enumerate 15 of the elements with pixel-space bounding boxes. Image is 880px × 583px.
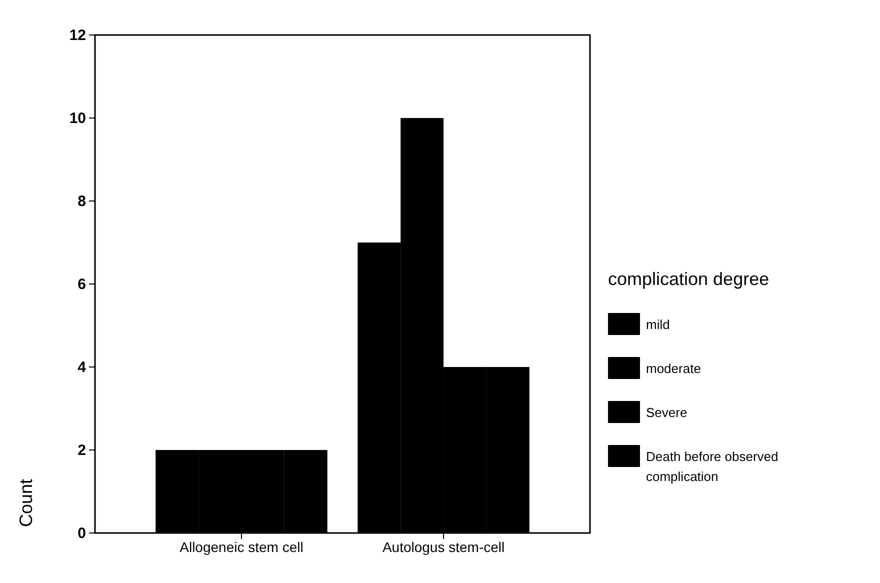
y-tick-label: 2 <box>78 442 86 459</box>
y-tick-label: 10 <box>69 110 86 127</box>
legend-label: Severe <box>646 405 688 420</box>
x-tick-label: Allogeneic stem cell <box>180 538 304 555</box>
y-tick-label: 6 <box>78 276 86 293</box>
y-tick-label: 8 <box>78 192 86 210</box>
legend-title: complication degree <box>608 269 770 289</box>
legend-label: Death before observed complication <box>646 449 778 484</box>
legend-label: mild <box>646 317 670 332</box>
legend-label: moderate <box>646 361 701 376</box>
y-axis-title: Count <box>16 478 36 528</box>
y-tick-label: 0 <box>78 524 86 542</box>
y-tick-label: 12 <box>69 26 86 44</box>
x-tick-label: Autologus stem-cell <box>382 538 505 555</box>
y-tick-label: 4 <box>78 358 87 376</box>
